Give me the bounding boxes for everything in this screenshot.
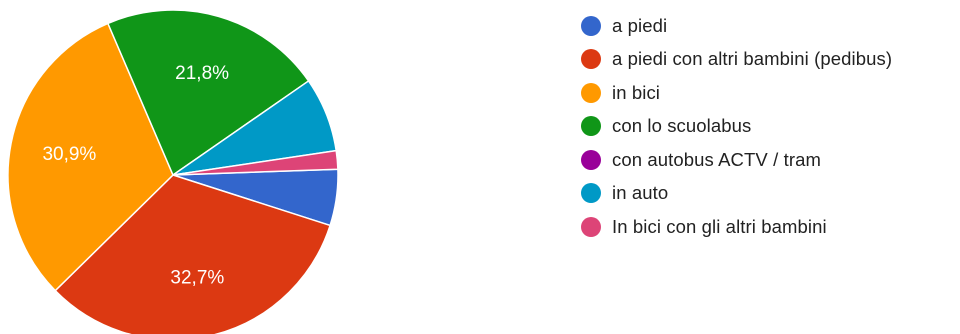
legend-swatch: [581, 15, 601, 36]
legend-label: con lo scuolabus: [612, 115, 752, 137]
pie-slice-label-1: 32,7%: [170, 267, 224, 288]
legend-label: a piedi con altri bambini (pedibus): [612, 48, 893, 70]
chart-legend: a piedi a piedi con altri bambini (pedib…: [581, 9, 892, 244]
legend-item-pedibus[interactable]: a piedi con altri bambini (pedibus): [581, 43, 892, 77]
legend-label: In bici con gli altri bambini: [612, 215, 827, 237]
legend-item-scuolabus[interactable]: con lo scuolabus: [581, 110, 892, 144]
legend-item-autobus[interactable]: con autobus ACTV / tram: [581, 143, 892, 177]
legend-swatch: [581, 49, 601, 70]
pie-slice-labels: 32,7% 30,9% 21,8%: [42, 63, 229, 288]
legend-item-a-piedi[interactable]: a piedi: [581, 9, 892, 43]
pie-slice-6[interactable]: [172, 149, 339, 176]
pie-slices: [7, 9, 339, 334]
pie-slice-label-3: 21,8%: [175, 63, 229, 84]
pie-slice-2[interactable]: [7, 22, 174, 292]
legend-item-bici-altri-bambini[interactable]: In bici con gli altri bambini: [581, 210, 892, 244]
legend-label: in bici: [612, 81, 660, 103]
legend-swatch: [581, 149, 601, 170]
pie-slice-3[interactable]: [107, 9, 310, 176]
legend-item-in-auto[interactable]: in auto: [581, 177, 892, 211]
pie-slice-1[interactable]: [54, 174, 331, 334]
legend-label: in auto: [612, 182, 669, 204]
legend-swatch: [581, 216, 601, 237]
legend-label: con autobus ACTV / tram: [612, 148, 821, 170]
legend-swatch: [581, 82, 601, 103]
legend-item-in-bici[interactable]: in bici: [581, 76, 892, 110]
legend-label: a piedi: [612, 14, 668, 36]
legend-swatch: [581, 116, 601, 137]
legend-swatch: [581, 183, 601, 204]
pie-slice-label-2: 30,9%: [42, 144, 96, 165]
